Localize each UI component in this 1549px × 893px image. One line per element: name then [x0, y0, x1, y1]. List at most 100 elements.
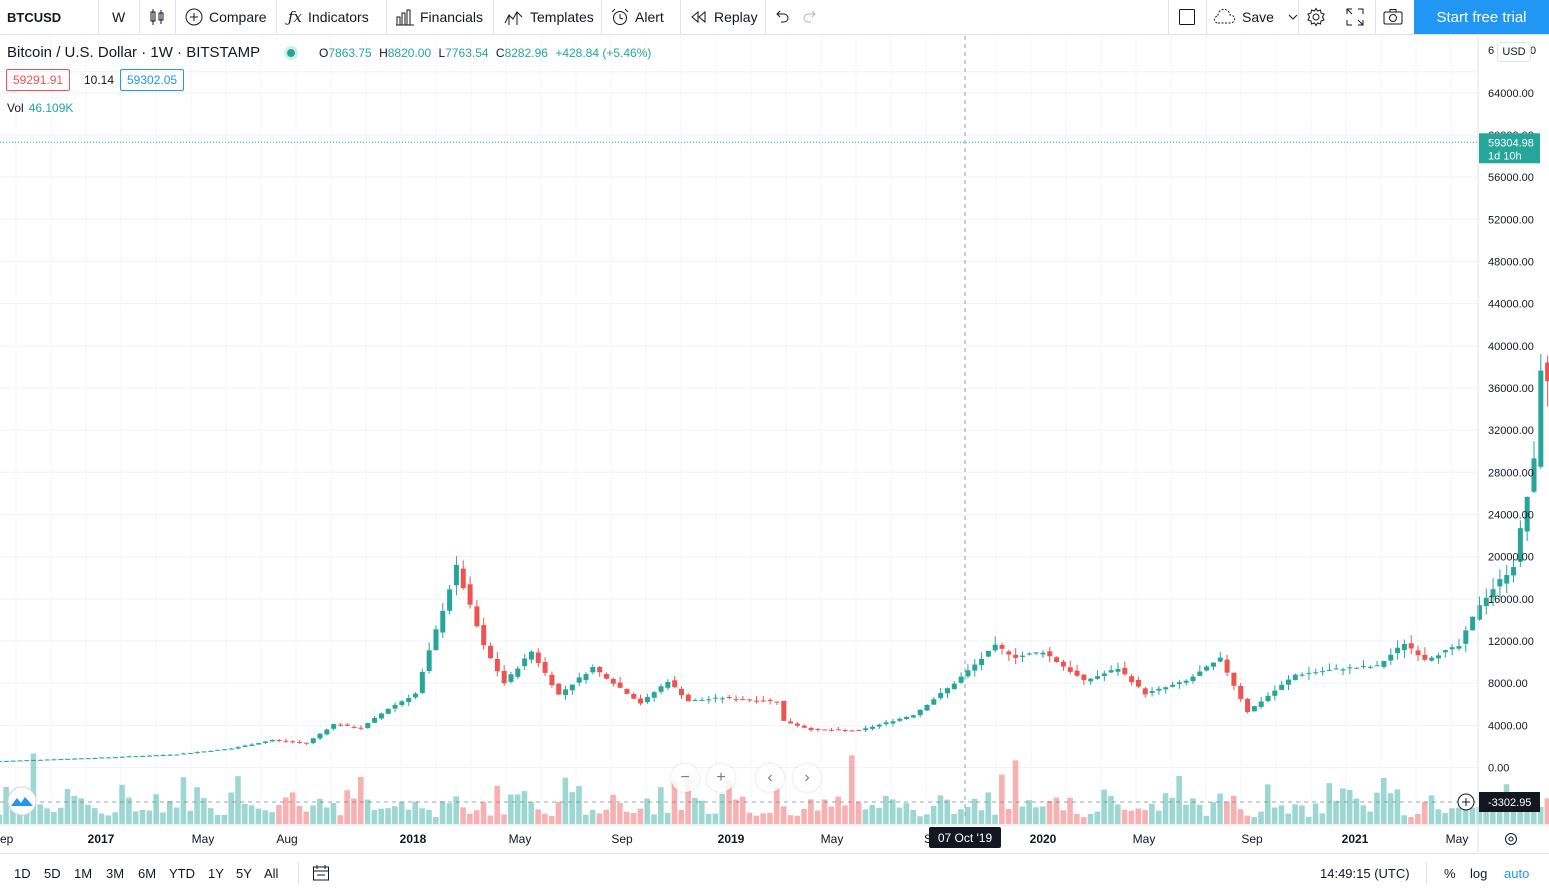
- candle: [699, 697, 705, 701]
- percent-toggle[interactable]: %: [1444, 866, 1456, 881]
- redo-button[interactable]: [801, 0, 825, 34]
- zoom-in-button[interactable]: +: [707, 764, 735, 792]
- volume-bar: [1340, 788, 1346, 824]
- range-1d[interactable]: 1D: [14, 866, 31, 881]
- candle-body: [262, 741, 268, 743]
- price-tick-label: 0.00: [1488, 763, 1509, 775]
- volume-bar: [296, 805, 303, 824]
- candle: [317, 732, 323, 741]
- candle-body: [1067, 667, 1073, 672]
- volume-bar: [767, 812, 773, 824]
- sell-price-button[interactable]: 59291.91: [6, 69, 71, 91]
- volume-bar: [733, 799, 739, 824]
- buy-price-button[interactable]: 59302.05: [120, 69, 185, 91]
- candle: [0, 761, 2, 763]
- volume-bar: [1183, 804, 1189, 824]
- candle-body: [576, 677, 582, 683]
- settings-button[interactable]: [1306, 0, 1332, 34]
- candle-body: [1217, 657, 1223, 662]
- auto-toggle[interactable]: auto: [1504, 866, 1530, 881]
- candle-body: [965, 670, 971, 677]
- date-range-button[interactable]: [312, 864, 330, 887]
- candle: [126, 755, 132, 758]
- candle-body: [829, 729, 835, 731]
- range-1y[interactable]: 1Y: [208, 866, 224, 881]
- volume-bar: [1005, 808, 1012, 824]
- candle: [985, 650, 991, 658]
- candle-body: [774, 701, 780, 703]
- chart-pane[interactable]: 64000.0060000.0056000.0052000.0048000.00…: [0, 36, 1549, 852]
- range-6m[interactable]: 6M: [138, 866, 157, 881]
- range-5y[interactable]: 5Y: [236, 866, 252, 881]
- symbol-title[interactable]: Bitcoin / U.S. Dollar · 1W · BITSTAMP: [7, 44, 261, 61]
- replay-button[interactable]: Replay: [690, 0, 758, 34]
- candle-body: [1415, 650, 1421, 656]
- alert-button[interactable]: Alert: [611, 0, 664, 34]
- candle-body: [767, 699, 773, 701]
- undo-button[interactable]: [773, 0, 797, 34]
- currency-badge[interactable]: USD: [1497, 42, 1531, 62]
- candle: [1142, 686, 1148, 698]
- start-free-trial-button[interactable]: Start free trial: [1414, 0, 1549, 34]
- chart-type-button[interactable]: [148, 0, 172, 34]
- range-all[interactable]: All: [264, 866, 279, 881]
- candle-body: [692, 700, 698, 702]
- layout-button[interactable]: [1178, 0, 1202, 34]
- scroll-right-button[interactable]: ›: [793, 764, 821, 792]
- volume-bar: [378, 808, 385, 824]
- candle: [99, 757, 105, 759]
- volume-bar: [494, 785, 500, 824]
- candle: [856, 729, 862, 731]
- axis-settings-icon: [1505, 833, 1517, 845]
- candle: [1197, 665, 1203, 677]
- price-chart[interactable]: 64000.0060000.0056000.0052000.0048000.00…: [0, 36, 1549, 852]
- range-ytd[interactable]: YTD: [169, 866, 195, 881]
- indicators-button[interactable]: ƒx Indicators: [288, 0, 369, 34]
- clock-timezone[interactable]: 14:49:15 (UTC): [1320, 866, 1410, 881]
- range-1m[interactable]: 1M: [74, 866, 93, 881]
- volume-bar: [105, 815, 112, 824]
- snapshot-button[interactable]: [1383, 0, 1409, 34]
- candle-body: [760, 700, 766, 702]
- interval-button[interactable]: W: [112, 0, 125, 34]
- volume-legend[interactable]: Vol 46.109K: [7, 101, 73, 115]
- symbol-search[interactable]: BTCUSD: [7, 0, 61, 34]
- candle: [965, 664, 971, 679]
- fullscreen-button[interactable]: [1346, 0, 1370, 34]
- candle: [344, 723, 350, 726]
- templates-button[interactable]: Templates: [504, 0, 594, 34]
- zoom-out-button[interactable]: −: [671, 764, 699, 792]
- candle-body: [99, 757, 105, 759]
- financials-button[interactable]: Financials: [396, 0, 483, 34]
- volume-bar: [1394, 789, 1401, 824]
- candle: [1401, 639, 1407, 659]
- candle-body: [1183, 680, 1189, 683]
- volume-bar: [889, 799, 896, 824]
- log-toggle[interactable]: log: [1470, 866, 1488, 881]
- volume-bar: [1299, 805, 1305, 824]
- compare-button[interactable]: Compare: [185, 0, 267, 34]
- range-3m[interactable]: 3M: [106, 866, 125, 881]
- candle: [815, 728, 821, 732]
- volume-bar: [112, 812, 119, 824]
- candle-body: [1129, 676, 1135, 683]
- volume-bar: [944, 799, 951, 824]
- volume-bar: [460, 807, 466, 824]
- volume-bar: [1544, 798, 1549, 824]
- volume-bar: [276, 805, 282, 824]
- volume-bar: [528, 801, 535, 824]
- price-tick-label: 24000.00: [1488, 509, 1534, 521]
- volume-value: 46.109K: [28, 101, 74, 115]
- volume-bar: [828, 806, 835, 824]
- volume-bar: [1442, 813, 1448, 824]
- scroll-left-button[interactable]: ‹: [756, 764, 784, 792]
- divider: [139, 0, 140, 34]
- volume-bar: [487, 815, 494, 824]
- range-5d[interactable]: 5D: [44, 866, 61, 881]
- candle: [685, 693, 691, 702]
- volume-bar: [385, 808, 391, 824]
- candle-body: [1013, 654, 1019, 658]
- candle-body: [1135, 680, 1141, 687]
- candle: [51, 758, 57, 761]
- save-button[interactable]: Save: [1212, 0, 1298, 34]
